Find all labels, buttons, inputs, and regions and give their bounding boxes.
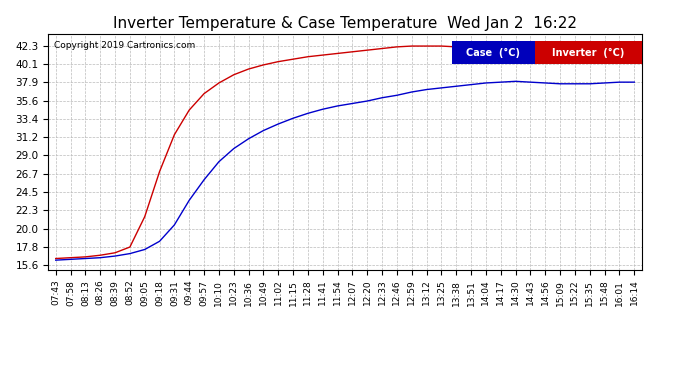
Text: Case  (°C): Case (°C)	[466, 48, 520, 58]
Bar	[452, 41, 535, 64]
Bar	[535, 41, 642, 64]
Text: Inverter  (°C): Inverter (°C)	[552, 48, 624, 58]
Text: Copyright 2019 Cartronics.com: Copyright 2019 Cartronics.com	[55, 41, 195, 50]
Title: Inverter Temperature & Case Temperature  Wed Jan 2  16:22: Inverter Temperature & Case Temperature …	[113, 16, 577, 31]
